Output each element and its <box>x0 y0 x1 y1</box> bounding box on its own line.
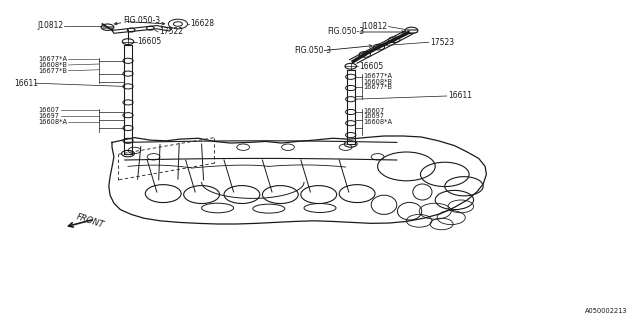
Text: 16611: 16611 <box>14 79 38 88</box>
Text: 16611: 16611 <box>448 92 472 100</box>
Text: 16608*B: 16608*B <box>38 62 67 68</box>
Text: 16677*A: 16677*A <box>364 73 392 79</box>
Text: 16605: 16605 <box>138 37 162 46</box>
Text: 16607: 16607 <box>364 108 385 114</box>
Text: FIG.050-3: FIG.050-3 <box>328 27 365 36</box>
Text: A050002213: A050002213 <box>585 308 627 314</box>
Text: 16608*B: 16608*B <box>364 79 392 84</box>
Text: 17523: 17523 <box>430 38 454 47</box>
Text: 16677*A: 16677*A <box>38 56 67 62</box>
Text: FRONT: FRONT <box>76 212 106 229</box>
Text: 16697: 16697 <box>38 113 60 119</box>
Text: 16608*A: 16608*A <box>364 119 392 125</box>
Text: FIG.050-3: FIG.050-3 <box>124 16 161 25</box>
Text: 16677*B: 16677*B <box>38 68 67 74</box>
Text: 16608*A: 16608*A <box>38 119 67 124</box>
Text: 16607: 16607 <box>38 108 60 113</box>
Text: J10812: J10812 <box>362 22 388 31</box>
Text: 17522: 17522 <box>159 28 183 36</box>
Text: J10812: J10812 <box>37 21 63 30</box>
Text: FIG.050-3: FIG.050-3 <box>294 46 332 55</box>
Text: 16677*B: 16677*B <box>364 84 392 90</box>
Text: 16697: 16697 <box>364 114 385 119</box>
Text: 16628: 16628 <box>190 20 214 28</box>
Text: 16605: 16605 <box>360 62 384 71</box>
